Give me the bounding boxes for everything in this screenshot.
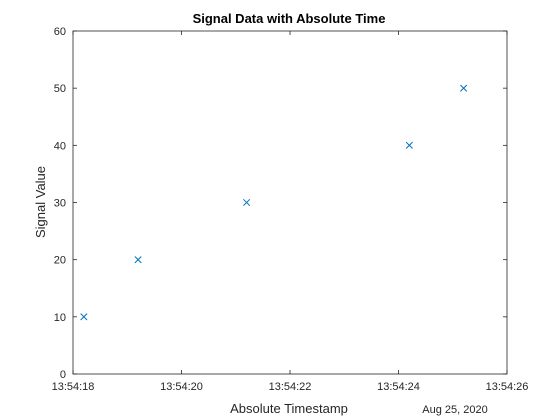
data-point xyxy=(80,313,88,321)
data-point xyxy=(460,84,468,92)
x-tick-label: 13:54:20 xyxy=(160,381,203,393)
y-tick-label: 30 xyxy=(54,198,66,210)
x-tick-label: 13:54:24 xyxy=(377,381,420,393)
x-axis: 13:54:18 13:54:20 13:54:22 13:54:24 13:54:26 xyxy=(52,31,529,393)
x-tick-label: 13:54:26 xyxy=(486,381,529,393)
data-series xyxy=(80,84,468,321)
y-tick-label: 10 xyxy=(54,312,66,324)
chart-title: Signal Data with Absolute Time xyxy=(193,11,386,26)
x-tick-label: 13:54:22 xyxy=(269,381,312,393)
x-tick-label: 13:54:18 xyxy=(52,381,95,393)
data-point xyxy=(134,256,142,264)
x-axis-date-label: Aug 25, 2020 xyxy=(422,404,487,416)
plot-area xyxy=(72,30,508,375)
y-axis: 0 10 20 30 40 50 60 xyxy=(54,26,507,381)
data-point xyxy=(243,198,251,207)
x-axis-label: Absolute Timestamp xyxy=(230,401,348,416)
y-tick-label: 0 xyxy=(60,369,66,381)
data-point xyxy=(405,141,413,149)
y-tick-label: 40 xyxy=(54,140,66,152)
y-axis-label: Signal Value xyxy=(33,166,48,238)
y-tick-label: 50 xyxy=(54,83,66,95)
y-tick-label: 60 xyxy=(54,26,66,38)
y-tick-label: 20 xyxy=(54,255,66,267)
